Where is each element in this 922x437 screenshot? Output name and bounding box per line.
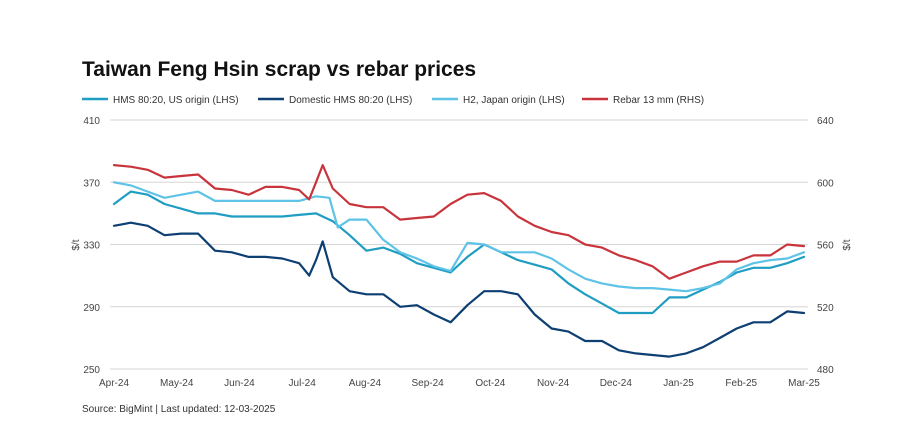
series-line-3 xyxy=(112,164,806,280)
chart-title: Taiwan Feng Hsin scrap vs rebar prices xyxy=(82,58,476,81)
series-line-1 xyxy=(112,221,806,358)
chart-legend: HMS 80:20, US origin (LHS) Domestic HMS 8… xyxy=(82,95,704,106)
y-tick-right: 640 xyxy=(817,116,834,127)
y-tick-left: 290 xyxy=(83,303,100,314)
series-line-0 xyxy=(112,190,806,315)
y-tick-right: 480 xyxy=(817,365,834,376)
y-tick-left: 250 xyxy=(83,365,100,376)
series-lines xyxy=(112,164,806,358)
y-axis-label-left: $/t xyxy=(71,239,82,250)
y-tick-left: 410 xyxy=(83,116,100,127)
x-tick-label: Jul-24 xyxy=(289,378,317,389)
x-axis: Apr-24 May-24 Jun-24 Jul-24 Aug-24 Sep-24 Oct-… xyxy=(99,378,820,389)
x-tick-label: Sep-24 xyxy=(412,378,445,389)
x-tick-label: Feb-25 xyxy=(725,378,757,389)
legend-label: Domestic HMS 80:20 (LHS) xyxy=(289,95,412,106)
x-tick-label: Dec-24 xyxy=(600,378,633,389)
x-tick-label: Mar-25 xyxy=(788,378,820,389)
x-tick-label: Apr-24 xyxy=(99,378,129,389)
x-tick-label: Oct-24 xyxy=(475,378,505,389)
y-axis-label-right: $/t xyxy=(842,239,853,250)
series-line-2 xyxy=(112,181,806,293)
y-tick-left: 370 xyxy=(83,178,100,189)
y-axis-left: 410 370 330 290 250 xyxy=(83,116,100,376)
legend-label: Rebar 13 mm (RHS) xyxy=(613,95,704,106)
x-tick-label: May-24 xyxy=(160,378,194,389)
gridlines xyxy=(110,119,808,370)
x-tick-label: Jan-25 xyxy=(663,378,694,389)
y-tick-right: 520 xyxy=(817,303,834,314)
y-tick-right: 600 xyxy=(817,178,834,189)
x-tick-label: Nov-24 xyxy=(537,378,570,389)
y-tick-right: 560 xyxy=(817,241,834,252)
legend-label: H2, Japan origin (LHS) xyxy=(463,95,565,106)
source-note: Source: BigMint | Last updated: 12-03-20… xyxy=(82,404,276,415)
y-axis-right: 640 600 560 520 480 xyxy=(817,116,834,376)
legend-label: HMS 80:20, US origin (LHS) xyxy=(113,95,239,106)
x-tick-label: Aug-24 xyxy=(349,378,382,389)
x-tick-label: Jun-24 xyxy=(224,378,255,389)
y-tick-left: 330 xyxy=(83,241,100,252)
